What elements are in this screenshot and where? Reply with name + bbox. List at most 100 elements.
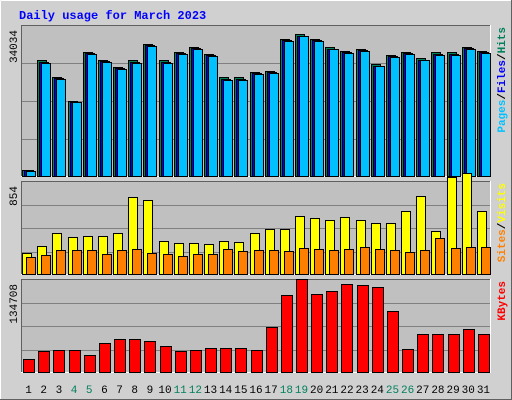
legend-entry: / — [497, 53, 509, 60]
bar-sites-day-20 — [314, 249, 324, 275]
bar-pages-day-23 — [360, 51, 370, 177]
bar-sites-day-3 — [56, 250, 66, 275]
x-tick-label: 21 — [325, 385, 339, 397]
bar-pages-day-24 — [375, 66, 385, 177]
bar-kbytes-day-24 — [372, 287, 384, 373]
x-tick-label: 23 — [356, 385, 369, 397]
x-tick-label: 24 — [371, 385, 385, 397]
legend-entry: Sites — [497, 229, 509, 262]
x-tick-label: 19 — [295, 385, 308, 397]
bar-pages-day-17 — [269, 73, 279, 177]
x-tick-label: 20 — [310, 385, 323, 397]
bar-sites-day-19 — [299, 248, 309, 275]
bar-pages-day-4 — [72, 102, 82, 177]
bar-kbytes-day-6 — [99, 343, 111, 373]
bar-kbytes-day-25 — [387, 311, 399, 373]
bar-pages-day-14 — [223, 80, 233, 177]
bar-pages-day-30 — [466, 49, 476, 177]
legend-entry: / — [497, 93, 509, 100]
bar-kbytes-day-3 — [53, 350, 65, 373]
series-sites — [26, 238, 491, 275]
bar-sites-day-9 — [147, 253, 157, 275]
x-tick-label: 12 — [189, 385, 202, 397]
bar-sites-day-7 — [117, 250, 127, 275]
bar-pages-day-3 — [56, 79, 66, 177]
x-tick-label: 31 — [477, 385, 491, 397]
bar-sites-day-27 — [420, 250, 430, 275]
bar-pages-day-13 — [208, 56, 218, 177]
x-tick-label: 25 — [386, 385, 399, 397]
x-tick-label: 22 — [340, 385, 353, 397]
bar-sites-day-24 — [375, 249, 385, 275]
x-tick-label: 8 — [131, 385, 138, 397]
x-tick-label: 17 — [265, 385, 278, 397]
bar-sites-day-18 — [284, 251, 294, 275]
bar-kbytes-day-28 — [432, 334, 444, 373]
bar-sites-day-21 — [329, 250, 339, 275]
x-tick-label: 13 — [204, 385, 217, 397]
bar-sites-day-5 — [87, 250, 97, 275]
x-tick-label: 14 — [219, 385, 233, 397]
x-tick-label: 2 — [40, 385, 47, 397]
bar-kbytes-day-14 — [220, 348, 232, 373]
legend-entry: Pages — [497, 100, 509, 133]
visits-panel: 854 Sites/Visits — [9, 173, 509, 275]
bar-kbytes-day-30 — [463, 329, 475, 373]
x-tick-label: 27 — [416, 385, 429, 397]
bar-kbytes-day-26 — [402, 349, 414, 373]
x-tick-label: 30 — [462, 385, 475, 397]
x-tick-label: 4 — [71, 385, 78, 397]
chart-title: Daily usage for March 2023 — [19, 9, 206, 23]
bar-sites-day-14 — [223, 249, 233, 275]
bar-pages-day-29 — [451, 55, 461, 177]
bar-pages-day-6 — [102, 62, 112, 177]
bar-sites-day-4 — [72, 250, 82, 275]
x-tick-label: 5 — [86, 385, 93, 397]
x-tick-label: 28 — [431, 385, 444, 397]
bar-kbytes-day-22 — [341, 284, 353, 373]
bar-sites-day-29 — [451, 248, 461, 275]
bar-kbytes-day-2 — [38, 351, 50, 373]
bar-sites-day-10 — [163, 254, 173, 275]
bar-pages-day-28 — [435, 55, 445, 177]
bar-kbytes-day-18 — [281, 295, 293, 373]
bar-sites-day-13 — [208, 254, 218, 275]
bar-sites-day-12 — [193, 254, 203, 275]
bar-pages-day-11 — [178, 54, 188, 177]
legend-entry: Files — [497, 60, 509, 93]
bar-sites-day-22 — [344, 249, 354, 275]
x-tick-label: 16 — [249, 385, 262, 397]
bar-sites-day-25 — [390, 250, 400, 275]
bar-pages-day-9 — [147, 46, 157, 177]
bar-kbytes-day-16 — [251, 350, 263, 373]
bar-pages-day-7 — [117, 69, 127, 177]
bar-sites-day-11 — [178, 256, 188, 275]
bar-kbytes-day-8 — [129, 339, 141, 373]
bar-sites-day-1 — [26, 257, 36, 275]
legend-entry: KBytes — [497, 281, 509, 321]
x-tick-label: 6 — [101, 385, 108, 397]
bar-pages-day-18 — [284, 41, 294, 177]
bar-kbytes-day-4 — [69, 350, 81, 373]
series-pages — [26, 36, 491, 177]
bar-sites-day-28 — [435, 238, 445, 275]
x-tick-label: 11 — [174, 385, 188, 397]
legend: KBytes — [497, 281, 509, 321]
x-tick-label: 1 — [25, 385, 32, 397]
bar-sites-day-17 — [269, 250, 279, 275]
bar-kbytes-day-9 — [144, 341, 156, 373]
bar-pages-day-5 — [87, 54, 97, 177]
bar-pages-day-1 — [26, 171, 36, 177]
bar-pages-day-31 — [481, 53, 491, 177]
bar-kbytes-day-5 — [84, 355, 96, 373]
bar-kbytes-day-27 — [417, 334, 429, 373]
y-axis-max-label: 134708 — [9, 284, 21, 324]
legend-entry: Hits — [497, 27, 509, 53]
bar-sites-day-2 — [41, 255, 51, 275]
x-tick-label: 15 — [234, 385, 247, 397]
bar-sites-day-8 — [132, 249, 142, 275]
bar-pages-day-21 — [329, 49, 339, 177]
bar-sites-day-16 — [254, 250, 264, 275]
